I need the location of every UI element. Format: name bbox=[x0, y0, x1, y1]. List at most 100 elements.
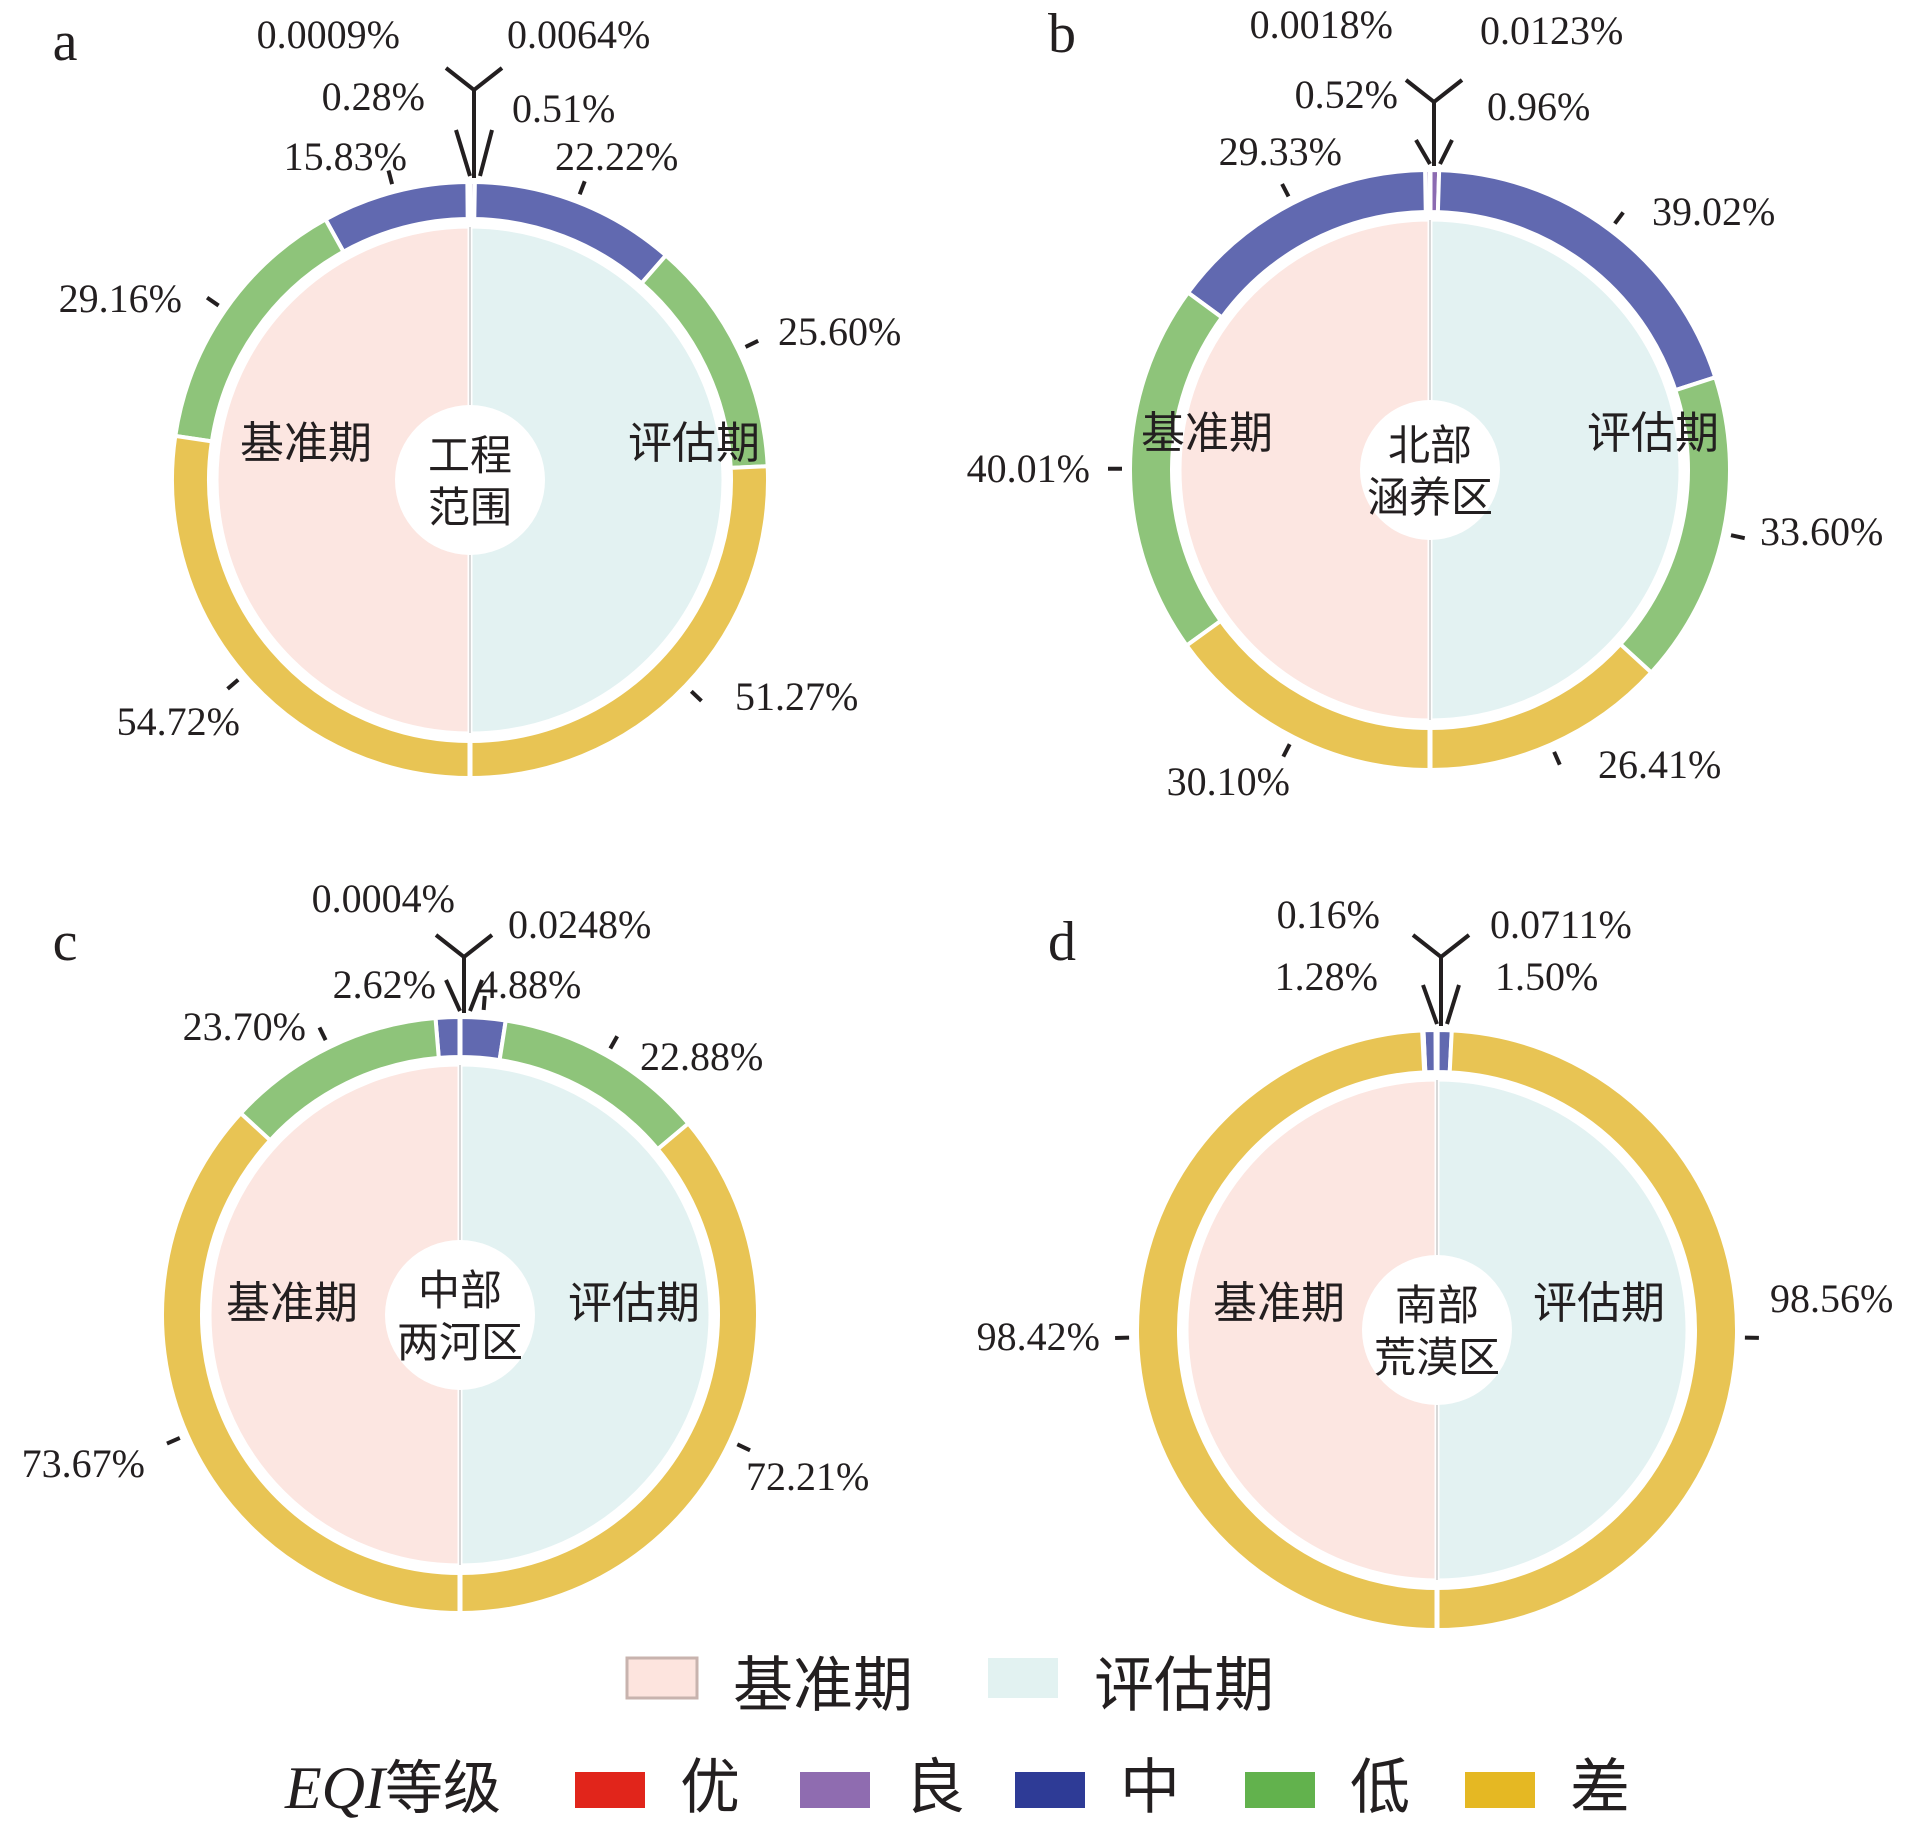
evaluation-tick-差 bbox=[1552, 751, 1562, 766]
evaluation-value-label-优: 0.0123% bbox=[1480, 8, 1623, 53]
legend-eqi-title: EQI等级 bbox=[284, 1754, 501, 1822]
legend-baseline-swatch bbox=[625, 1656, 699, 1700]
baseline-value-label-差: 73.67% bbox=[22, 1441, 145, 1486]
baseline-period-label: 基准期 bbox=[1141, 408, 1273, 459]
center-label-line-1: 工程 bbox=[428, 431, 512, 480]
center-disc bbox=[385, 1240, 535, 1390]
leader-fork-inner bbox=[454, 129, 494, 177]
legend-grade-swatch-5 bbox=[1465, 1772, 1535, 1808]
center-label-line-1: 中部 bbox=[418, 1266, 502, 1315]
center-label-line-2: 两河区 bbox=[397, 1318, 523, 1367]
baseline-tick-低 bbox=[205, 295, 220, 308]
legend-grade-swatch-2 bbox=[800, 1772, 870, 1808]
leader-fork-inner bbox=[1421, 984, 1461, 1025]
evaluation-segment-差 bbox=[1435, 1028, 1740, 1633]
baseline-value-label-良: 0.28% bbox=[322, 74, 425, 119]
evaluation-tick-差 bbox=[736, 1442, 751, 1453]
legend-grade-swatch-1 bbox=[575, 1772, 645, 1808]
leader-fork-outer bbox=[444, 66, 504, 178]
legend-grade-label-4: 低 bbox=[1350, 1753, 1410, 1823]
baseline-value-label-良: 0.52% bbox=[1295, 72, 1398, 117]
baseline-inner-half bbox=[215, 225, 472, 735]
baseline-value-label-优: 0.0018% bbox=[1250, 2, 1393, 47]
evaluation-tick-低 bbox=[1730, 533, 1746, 541]
evaluation-value-label-良: 0.96% bbox=[1487, 84, 1590, 129]
baseline-segment-差 bbox=[1135, 1028, 1439, 1633]
baseline-value-label-差: 30.10% bbox=[1167, 759, 1290, 804]
center-disc bbox=[395, 405, 545, 555]
baseline-inner-half bbox=[1178, 218, 1432, 722]
evaluation-value-label-差: 26.41% bbox=[1598, 742, 1721, 787]
baseline-inner-half bbox=[1185, 1078, 1439, 1582]
baseline-period-label: 基准期 bbox=[226, 1278, 358, 1329]
panel-letter: c bbox=[53, 911, 78, 973]
evaluation-inner-half bbox=[1435, 1078, 1689, 1582]
evaluation-tick-中 bbox=[481, 995, 487, 1011]
leader-fork-outer bbox=[1411, 933, 1471, 1026]
baseline-value-label-中: 1.28% bbox=[1275, 954, 1378, 999]
evaluation-value-label-良: 0.0711% bbox=[1490, 902, 1632, 947]
legend-grade-label-5: 差 bbox=[1570, 1753, 1630, 1823]
baseline-tick-差 bbox=[166, 1436, 181, 1446]
leader-fork-outer bbox=[434, 933, 494, 1013]
legend-grade-label-2: 良 bbox=[905, 1753, 965, 1823]
center-label-line-1: 北部 bbox=[1388, 421, 1472, 470]
evaluation-value-label-优: 0.0064% bbox=[507, 12, 650, 57]
center-disc bbox=[1362, 1255, 1512, 1405]
legend-eval-label: 评估期 bbox=[1094, 1651, 1274, 1721]
legend-grade-label-1: 优 bbox=[680, 1753, 740, 1823]
legend-eval-swatch bbox=[988, 1658, 1058, 1698]
leader-fork-outer bbox=[1404, 78, 1464, 166]
evaluation-period-label: 评估期 bbox=[568, 1278, 700, 1329]
evaluation-value-label-差: 51.27% bbox=[735, 674, 858, 719]
evaluation-value-label-良: 0.0248% bbox=[508, 902, 651, 947]
legend-baseline-label: 基准期 bbox=[733, 1651, 913, 1721]
evaluation-value-label-差: 98.56% bbox=[1770, 1276, 1893, 1321]
baseline-period-label: 基准期 bbox=[240, 418, 372, 469]
center-label-line-2: 涵养区 bbox=[1367, 473, 1493, 522]
evaluation-inner-half bbox=[468, 225, 725, 735]
evaluation-tick-低 bbox=[744, 339, 760, 349]
leader-fork-inner bbox=[444, 979, 484, 1012]
center-label-line-2: 荒漠区 bbox=[1374, 1333, 1500, 1382]
period-legend: 基准期 评估期 bbox=[625, 1651, 1274, 1721]
legend-grade-swatch-3 bbox=[1015, 1772, 1085, 1808]
baseline-period-label: 基准期 bbox=[1213, 1278, 1345, 1329]
baseline-value-label-良: 0.16% bbox=[1277, 892, 1380, 937]
baseline-value-label-差: 54.72% bbox=[117, 699, 240, 744]
baseline-tick-差 bbox=[226, 678, 240, 691]
evaluation-value-label-差: 72.21% bbox=[746, 1454, 869, 1499]
baseline-value-label-低: 40.01% bbox=[967, 446, 1090, 491]
evaluation-period-label: 评估期 bbox=[628, 418, 760, 469]
baseline-value-label-低: 29.16% bbox=[59, 276, 182, 321]
baseline-tick-中 bbox=[386, 170, 395, 185]
evaluation-value-label-低: 33.60% bbox=[1760, 509, 1883, 554]
evaluation-value-label-中: 4.88% bbox=[478, 962, 581, 1007]
baseline-tick-差 bbox=[1281, 743, 1292, 758]
panel-letter: a bbox=[53, 11, 78, 73]
evaluation-value-label-良: 0.51% bbox=[512, 86, 615, 131]
evaluation-tick-中 bbox=[1613, 211, 1625, 225]
center-label-line-1: 南部 bbox=[1395, 1281, 1479, 1330]
evaluation-value-label-低: 22.88% bbox=[640, 1034, 763, 1079]
baseline-value-label-中: 2.62% bbox=[333, 962, 436, 1007]
evaluation-tick-差 bbox=[689, 689, 703, 703]
legend-grade-label-3: 中 bbox=[1120, 1753, 1180, 1823]
evaluation-tick-低 bbox=[608, 1035, 619, 1050]
baseline-value-label-低: 23.70% bbox=[183, 1004, 306, 1049]
baseline-value-label-良: 0.0004% bbox=[312, 876, 455, 921]
evaluation-tick-中 bbox=[577, 180, 587, 196]
evaluation-value-label-中: 1.50% bbox=[1495, 954, 1598, 999]
evaluation-inner-half bbox=[1428, 218, 1682, 722]
leader-fork-inner bbox=[1414, 138, 1454, 166]
evaluation-value-label-中: 39.02% bbox=[1652, 189, 1775, 234]
evaluation-value-label-低: 25.60% bbox=[778, 309, 901, 354]
panel-letter: d bbox=[1048, 911, 1076, 973]
baseline-tick-中 bbox=[1280, 183, 1291, 198]
evaluation-period-label: 评估期 bbox=[1587, 408, 1719, 459]
